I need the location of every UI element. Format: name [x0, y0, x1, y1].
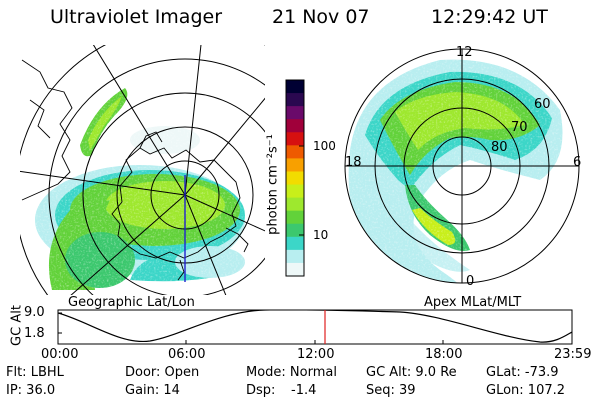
colorbar-segment [286, 223, 304, 238]
status-dsp-value: -1.4 [291, 383, 317, 398]
geographic-image-panel [20, 45, 265, 295]
status-mode: Mode: Normal [246, 365, 337, 380]
mlt-label-12: 12 [456, 45, 473, 60]
mag-grid [345, 49, 579, 283]
mag-outer-circle [344, 48, 580, 284]
mlt-label-6: 6 [573, 155, 582, 170]
colorbar-segment [286, 106, 304, 120]
colorbar-unit-label: photon cm⁻²s⁻¹ [265, 134, 281, 235]
colorbar-tick-10: 10 [313, 228, 329, 242]
status-dsp-label: Dsp: [246, 383, 276, 398]
altitude-xtick-1800: 18:00 [425, 347, 463, 362]
status-gc-alt: GC Alt: 9.0 Re [366, 365, 457, 380]
status-glon: GLon: 107.2 [486, 383, 566, 398]
mlt-label-0: 0 [466, 274, 475, 289]
mlat-label-80: 80 [491, 140, 508, 155]
mlt-label-18: 18 [345, 155, 362, 170]
status-gain: Gain: 14 [125, 383, 180, 398]
instrument-title: Ultraviolet Imager [50, 6, 223, 28]
geo-grid [20, 45, 265, 295]
geo-coastlines [21, 59, 249, 281]
colorbar-segment [286, 236, 304, 251]
colorbar-segment [286, 184, 304, 199]
altitude-ylabel: GC Alt [9, 305, 25, 346]
magnetic-image-panel [344, 48, 580, 284]
altitude-xtick-0000: 00:00 [41, 347, 79, 362]
status-filter: Flt: LBHL [6, 365, 64, 380]
colorbar-segment [286, 249, 304, 264]
colorbar-segment [286, 171, 304, 186]
colorbar-segment [286, 132, 304, 146]
colorbar-segment [286, 93, 304, 107]
colorbar-segment [286, 145, 304, 159]
altitude-plot-frame [57, 309, 573, 345]
status-door: Door: Open [125, 365, 200, 380]
status-seq: Seq: 39 [366, 383, 416, 398]
colorbar-frame [285, 79, 305, 277]
geo-panel-label: Geographic Lat/Lon [68, 295, 195, 310]
status-glat: GLat: -73.9 [486, 365, 559, 380]
mlat-label-70: 70 [511, 120, 528, 135]
colorbar-segment [286, 119, 304, 133]
mag-panel-label: Apex MLat/MLT [424, 295, 522, 310]
altitude-plot [57, 309, 573, 345]
colorbar-segment [286, 197, 304, 212]
date-title: 21 Nov 07 [272, 6, 370, 28]
status-ip: IP: 36.0 [6, 383, 56, 398]
colorbar [285, 79, 305, 277]
colorbar-segment [286, 262, 304, 277]
time-title: 12:29:42 UT [431, 6, 548, 28]
altitude-ytick-1-8: 1.8 [24, 326, 45, 341]
altitude-curve [58, 310, 572, 343]
geo-emission-region [20, 45, 265, 295]
colorbar-segment [286, 80, 304, 94]
altitude-xtick-0600: 06:00 [168, 347, 206, 362]
altitude-ytick-9: 9.0 [24, 305, 45, 320]
altitude-xtick-1200: 12:00 [297, 347, 335, 362]
colorbar-segment [286, 210, 304, 225]
altitude-xtick-2359: 23:59 [554, 347, 592, 362]
colorbar-segment [286, 158, 304, 173]
mlat-label-60: 60 [534, 97, 551, 112]
colorbar-tick-100: 100 [313, 139, 336, 153]
